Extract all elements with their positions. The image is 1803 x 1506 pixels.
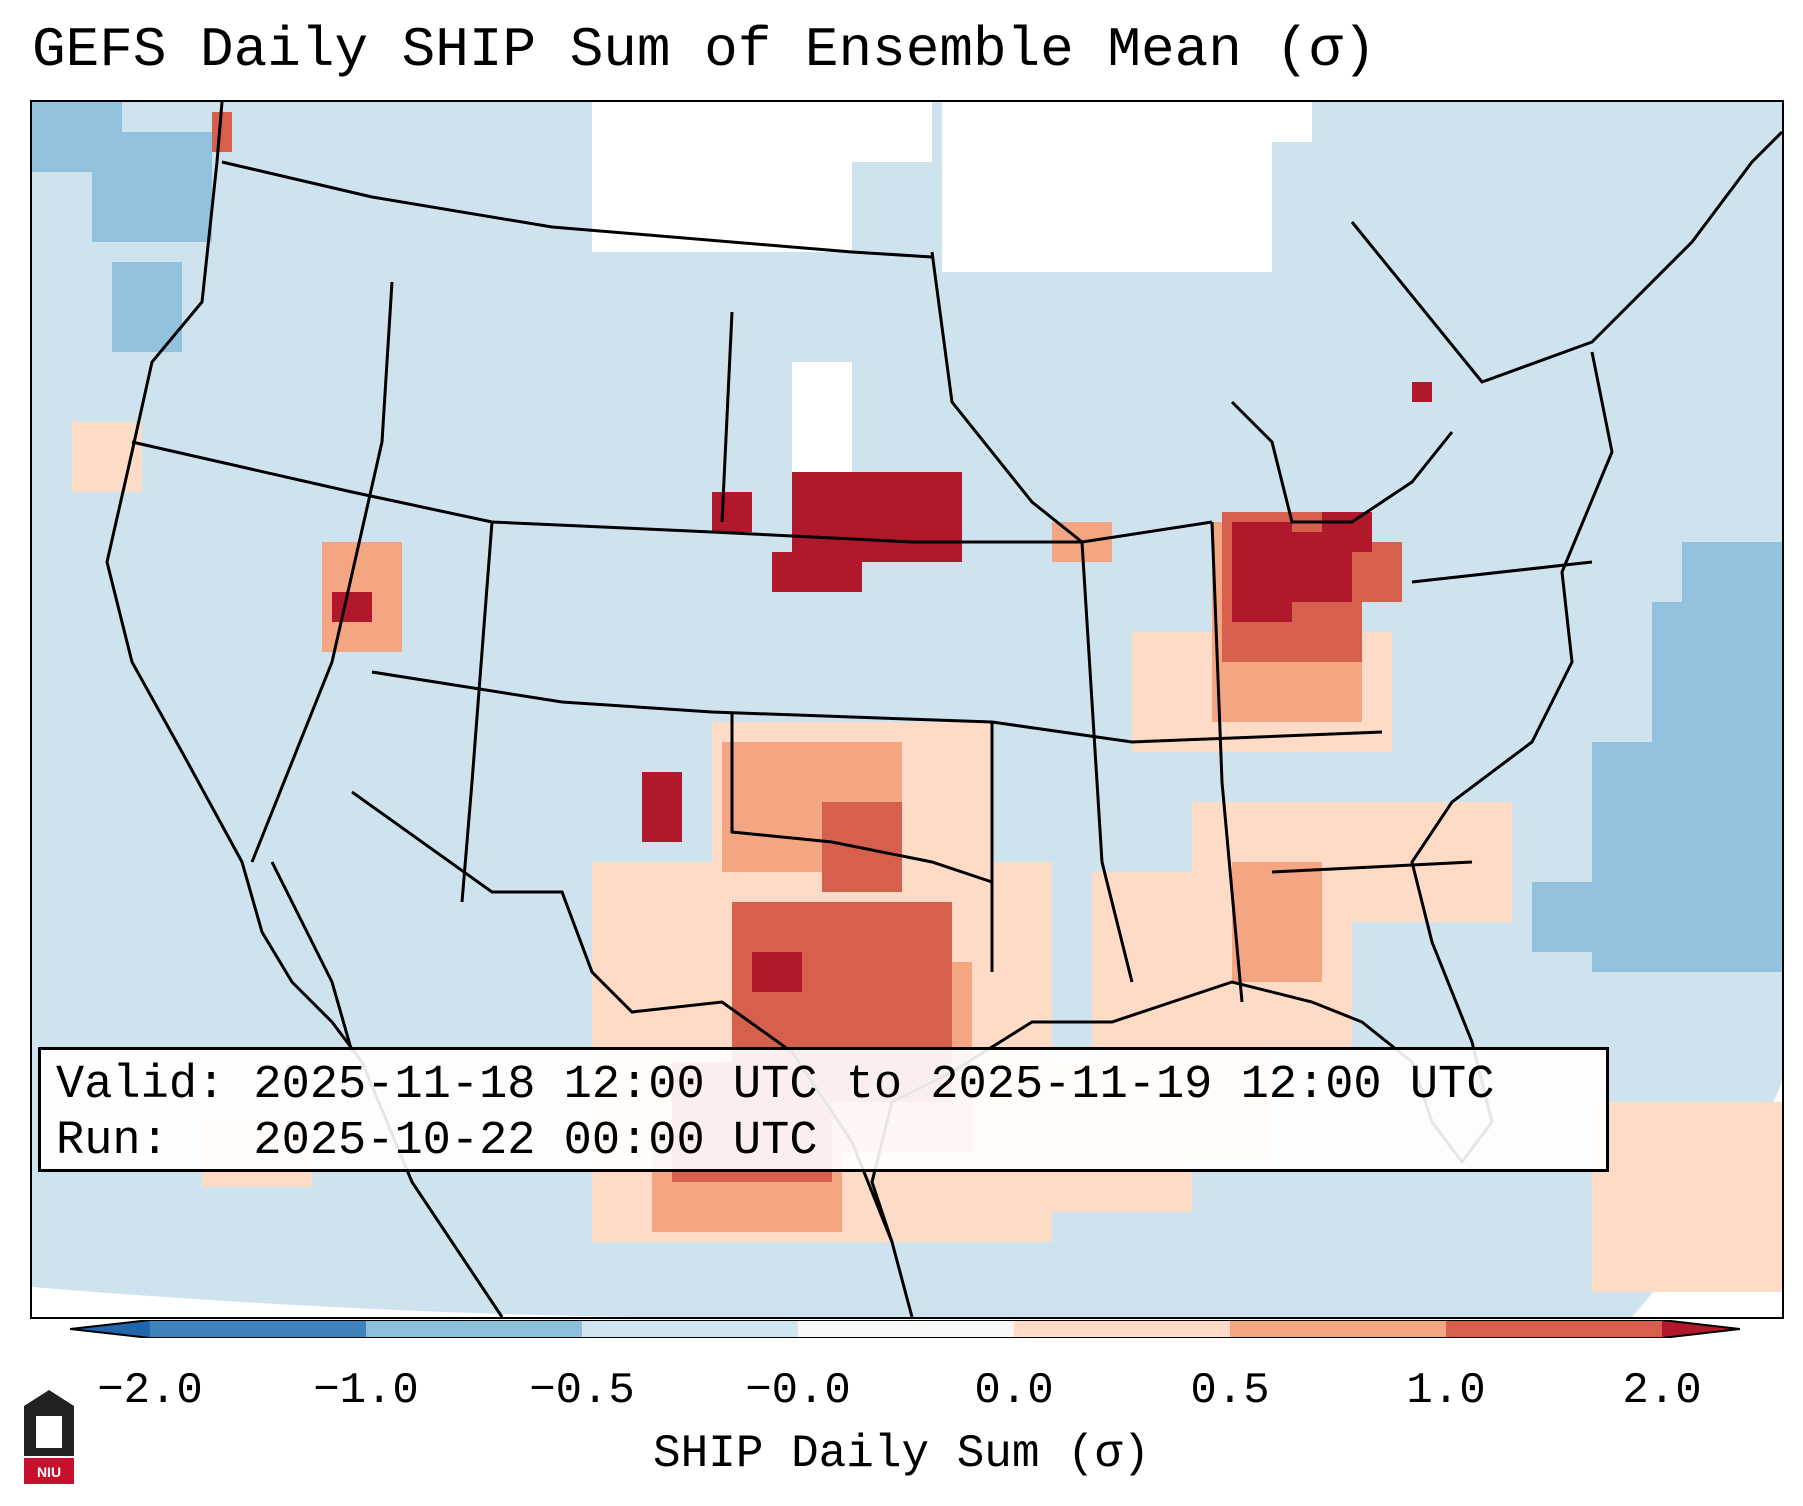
boundary-lines xyxy=(105,102,1782,1317)
colorbar xyxy=(70,1320,1740,1338)
nevada-california-line xyxy=(250,281,394,863)
carolinas-line xyxy=(1271,860,1473,874)
colorbar-bin xyxy=(798,1320,1014,1338)
colorbar-bin xyxy=(582,1320,798,1338)
canada-border xyxy=(221,160,933,259)
colorbar-tick-label: −0.5 xyxy=(529,1366,635,1416)
utah-arizona-line xyxy=(460,521,494,903)
colorbar-tick-label: 0.0 xyxy=(974,1366,1054,1416)
colorbar-tick-label: −2.0 xyxy=(97,1366,203,1416)
state-lines-row-1 xyxy=(131,440,1213,544)
alabama-georgia-line xyxy=(1210,521,1244,1003)
projection-edge xyxy=(32,1287,632,1317)
state-lines-row-2 xyxy=(371,670,1383,744)
colorbar-bin xyxy=(1230,1320,1446,1338)
dakota-nebraska-line xyxy=(720,311,734,523)
colorbar-bin xyxy=(1446,1320,1662,1338)
oklahoma-texas-line xyxy=(730,712,993,884)
pennsylvania-line xyxy=(1411,560,1593,584)
illinois-river-line xyxy=(1080,541,1134,983)
valid-time-line: Valid: 2025-11-18 12:00 UTC to 2025-11-1… xyxy=(56,1059,1495,1112)
northeast-coastline xyxy=(1350,130,1782,384)
colorbar-title: SHIP Daily Sum (σ) xyxy=(653,1428,1150,1480)
colorbar-tick-label: −1.0 xyxy=(313,1366,419,1416)
colorbar-extend-low xyxy=(70,1320,150,1338)
logo-text: NIU xyxy=(37,1464,61,1480)
colorbar-tick-label: 1.0 xyxy=(1406,1366,1486,1416)
near-zero-areas xyxy=(592,102,1312,522)
logo-window xyxy=(36,1416,62,1448)
niu-logo: NIU xyxy=(24,1390,74,1484)
logo-badge xyxy=(24,1458,74,1484)
colorbar-tick-label: 0.5 xyxy=(1190,1366,1270,1416)
negative-anomaly-areas xyxy=(32,102,1782,972)
great-lakes-outline xyxy=(930,251,1083,544)
chart-title: GEFS Daily SHIP Sum of Ensemble Mean (σ) xyxy=(32,18,1377,82)
baja-coastline xyxy=(270,861,354,1053)
run-time-line: Run: 2025-10-22 00:00 UTC xyxy=(56,1115,818,1168)
validity-info-box: Valid: 2025-11-18 12:00 UTC to 2025-11-1… xyxy=(38,1047,1609,1172)
colorbar-tick-label: −0.0 xyxy=(745,1366,851,1416)
michigan-outline xyxy=(1230,400,1454,524)
colorbar-tick-label: 2.0 xyxy=(1622,1366,1702,1416)
colorbar-bin xyxy=(1014,1320,1230,1338)
colorbar-extend-high xyxy=(1662,1320,1740,1338)
colorbar-bin xyxy=(366,1320,582,1338)
colorbar-bin xyxy=(150,1320,366,1338)
